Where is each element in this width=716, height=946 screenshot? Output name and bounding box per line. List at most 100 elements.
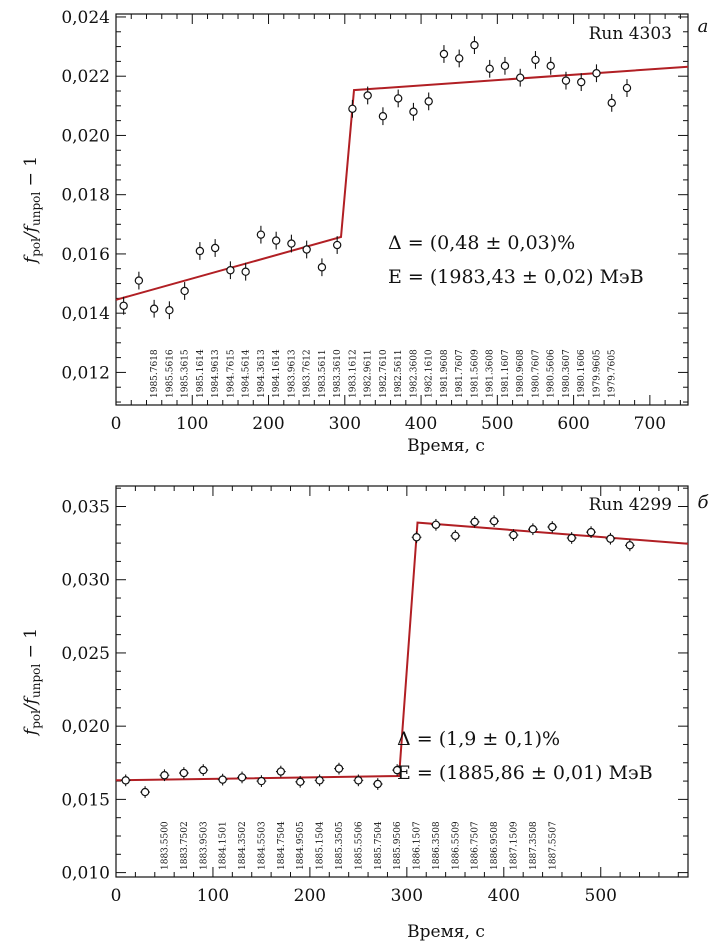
data-point bbox=[500, 61, 510, 71]
data-point bbox=[516, 73, 525, 82]
data-point bbox=[431, 520, 441, 530]
data-point bbox=[315, 776, 324, 785]
panel-label: а bbox=[698, 16, 709, 37]
data-point bbox=[287, 239, 296, 248]
point-note: 1886.9508 bbox=[490, 821, 500, 870]
data-point bbox=[378, 111, 388, 121]
point-note: 1984.5614 bbox=[242, 349, 252, 398]
data-point bbox=[160, 771, 169, 780]
data-point bbox=[140, 787, 150, 797]
point-note: 1983.7612 bbox=[303, 349, 313, 398]
data-point bbox=[354, 776, 363, 785]
y-tick-label: 0,010 bbox=[61, 864, 110, 884]
point-note: 1884.7504 bbox=[277, 821, 287, 870]
point-note: 1979.7605 bbox=[608, 349, 618, 398]
data-point bbox=[586, 527, 596, 537]
x-tick-label: 600 bbox=[557, 414, 589, 434]
point-note: 1981.7607 bbox=[455, 349, 465, 398]
point-note: 1885.5506 bbox=[354, 821, 364, 870]
y-tick-label: 0,014 bbox=[61, 304, 110, 324]
data-point bbox=[363, 91, 372, 100]
x-tick-label: 100 bbox=[197, 886, 229, 906]
x-tick-label: 100 bbox=[176, 414, 208, 434]
y-axis-label-part: /f bbox=[21, 695, 41, 712]
data-point bbox=[348, 104, 357, 113]
y-tick-label: 0,030 bbox=[61, 571, 110, 591]
y-axis-label-part: − 1 bbox=[21, 628, 41, 664]
data-point bbox=[210, 243, 220, 253]
point-note: 1887.5507 bbox=[548, 821, 558, 870]
data-point bbox=[257, 776, 266, 786]
x-tick-label: 700 bbox=[634, 414, 666, 434]
data-point bbox=[577, 77, 586, 87]
data-point bbox=[317, 263, 327, 272]
point-note: 1985.5616 bbox=[165, 349, 175, 398]
y-axis-label-part: pol bbox=[29, 710, 43, 729]
data-point bbox=[592, 69, 601, 78]
data-point bbox=[607, 98, 616, 108]
data-point bbox=[528, 525, 538, 534]
point-note: 1887.1509 bbox=[509, 821, 519, 870]
delta-annotation: Δ = (0,48 ± 0,03)% bbox=[388, 232, 575, 254]
point-note: 1887.3508 bbox=[529, 821, 539, 870]
y-tick-label: 0,035 bbox=[61, 498, 110, 518]
data-point bbox=[121, 776, 130, 785]
data-point bbox=[567, 533, 576, 543]
y-tick-label: 0,025 bbox=[61, 644, 110, 664]
point-note: 1985.7618 bbox=[150, 349, 160, 398]
point-note: 1886.5509 bbox=[451, 821, 461, 870]
y-tick-label: 0,024 bbox=[61, 8, 110, 28]
data-point bbox=[409, 107, 418, 116]
x-tick-label: 400 bbox=[405, 414, 437, 434]
plot-frame bbox=[115, 485, 689, 878]
y-tick-label: 0,022 bbox=[61, 67, 110, 87]
y-axis-label: fpol/funpol − 1 bbox=[21, 628, 43, 737]
data-point bbox=[393, 94, 403, 103]
data-point bbox=[179, 768, 189, 778]
point-note: 1980.1606 bbox=[577, 349, 587, 398]
data-point bbox=[625, 541, 635, 550]
energy-annotation: E = (1983,43 ± 0,02) МэВ bbox=[388, 266, 644, 288]
panel-a: 0 100 200 300 400 500 600 700 0,012 0,014 0,016 0,0… bbox=[21, 8, 708, 456]
panel-b: 0 100 200 300 400 500 0,010 0,015 0,020 0,025 0,03… bbox=[21, 485, 710, 942]
point-note: 1981.5609 bbox=[470, 349, 480, 398]
x-tick-label: 400 bbox=[488, 886, 520, 906]
data-point bbox=[149, 304, 159, 313]
data-point bbox=[218, 775, 227, 784]
point-note: 1984.3613 bbox=[257, 349, 267, 398]
data-point bbox=[276, 767, 286, 776]
data-point bbox=[622, 83, 632, 93]
x-tick-label: 300 bbox=[391, 886, 423, 906]
point-note: 1983.5611 bbox=[318, 349, 328, 398]
x-tick-label: 0 bbox=[111, 886, 122, 906]
x-tick-label: 300 bbox=[329, 414, 361, 434]
data-point bbox=[195, 246, 205, 256]
point-note: 1885.1504 bbox=[316, 821, 326, 870]
y-axis-label-part: unpol bbox=[29, 192, 43, 226]
x-tick-label: 500 bbox=[585, 886, 617, 906]
x-axis-label: Время, с bbox=[407, 436, 485, 456]
data-point bbox=[332, 240, 342, 250]
x-tick-label: 500 bbox=[481, 414, 513, 434]
data-point bbox=[451, 531, 460, 540]
point-note: 1981.9608 bbox=[440, 349, 450, 398]
point-note: 1886.3508 bbox=[432, 821, 442, 870]
delta-annotation: Δ = (1,9 ± 0,1)% bbox=[397, 728, 560, 750]
data-point bbox=[199, 765, 208, 775]
data-point bbox=[606, 534, 615, 543]
y-tick-label: 0,012 bbox=[61, 363, 110, 383]
fit-line bbox=[115, 521, 689, 782]
data-point bbox=[548, 522, 557, 532]
data-point bbox=[561, 76, 571, 85]
point-note: 1983.9613 bbox=[287, 349, 297, 398]
point-note: 1982.9611 bbox=[364, 349, 374, 398]
x-tick-label: 200 bbox=[294, 886, 326, 906]
point-note: 1980.7607 bbox=[531, 349, 541, 398]
point-note: 1980.9608 bbox=[516, 349, 526, 398]
data-point bbox=[256, 230, 266, 239]
data-point bbox=[412, 533, 421, 542]
x-tick-label: 200 bbox=[252, 414, 284, 434]
data-point bbox=[485, 64, 494, 73]
point-note: 1982.5611 bbox=[394, 349, 404, 398]
point-note: 1884.3502 bbox=[238, 821, 248, 870]
